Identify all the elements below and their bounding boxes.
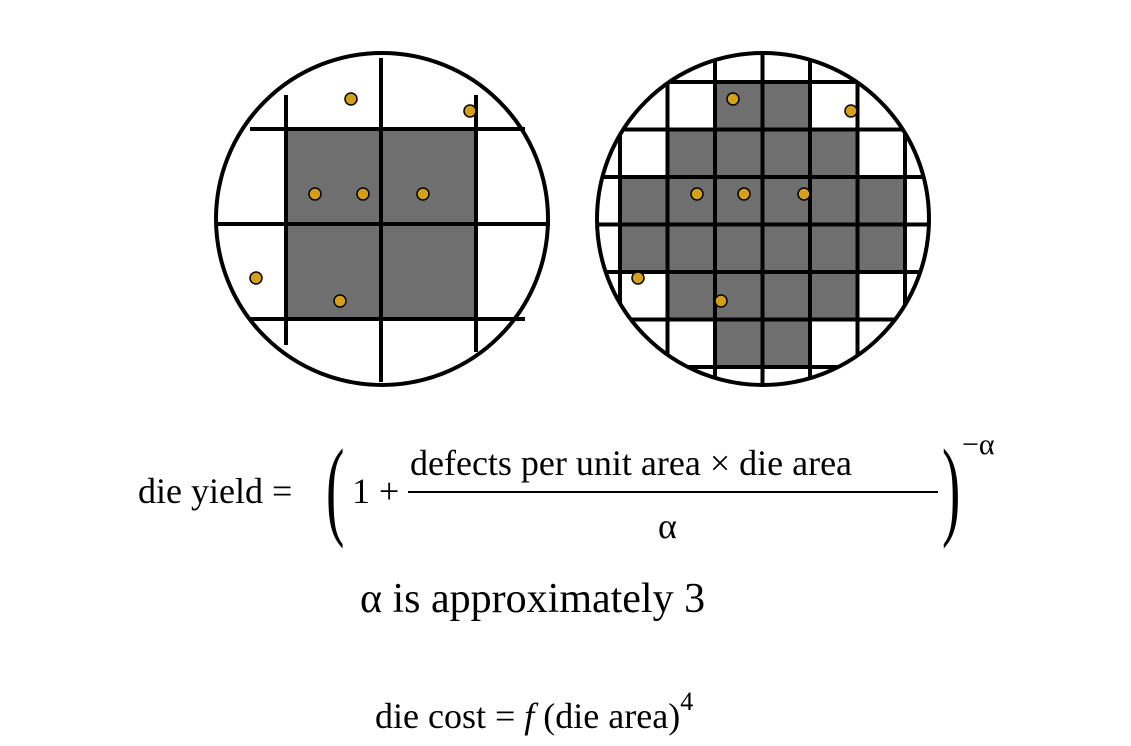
defect-dot xyxy=(844,104,858,118)
good-die xyxy=(857,177,905,225)
good-die xyxy=(286,224,381,319)
good-dies xyxy=(620,82,905,367)
good-die xyxy=(620,224,668,272)
wafer-outline xyxy=(595,51,931,387)
good-die xyxy=(715,129,763,177)
defects xyxy=(249,92,477,308)
good-die xyxy=(762,177,810,225)
yield-exponent: −α xyxy=(962,428,995,461)
fraction-numerator: defects per unit area × die area xyxy=(410,443,853,483)
fraction-bar xyxy=(408,491,938,493)
good-die xyxy=(381,224,476,319)
cost-function: f xyxy=(524,696,535,736)
wafer-diagram xyxy=(214,51,931,387)
good-die xyxy=(810,272,858,320)
good-die xyxy=(667,272,715,320)
defect-dot xyxy=(333,294,347,308)
defect-dot xyxy=(797,187,811,201)
cost-exponent: 4 xyxy=(680,687,694,716)
defect-dot xyxy=(463,104,477,118)
cost-lhs: die cost = xyxy=(375,696,525,736)
wafer-large-dies xyxy=(214,51,550,387)
good-die xyxy=(810,177,858,225)
wafer-outline xyxy=(214,51,550,387)
good-die xyxy=(762,82,810,130)
defect-dot xyxy=(356,187,370,201)
good-die xyxy=(620,177,668,225)
yield-label: die yield = xyxy=(138,471,293,511)
defect-dot xyxy=(631,271,645,285)
defect-dot xyxy=(416,187,430,201)
left-paren: ( xyxy=(326,427,345,549)
good-die xyxy=(762,272,810,320)
one-plus: 1 + xyxy=(352,471,400,511)
good-die xyxy=(715,319,763,367)
good-die xyxy=(762,129,810,177)
good-die xyxy=(381,129,476,224)
good-die xyxy=(762,224,810,272)
cost-equation: die cost = f (die area)4 xyxy=(375,687,693,737)
cost-rhs: (die area) xyxy=(534,696,681,736)
wafer-small-dies xyxy=(595,51,931,387)
good-die xyxy=(667,224,715,272)
good-die xyxy=(857,224,905,272)
defect-dot xyxy=(344,92,358,106)
good-die xyxy=(715,224,763,272)
good-die xyxy=(667,129,715,177)
good-dies xyxy=(286,129,476,319)
good-die xyxy=(715,82,763,130)
defect-dot xyxy=(737,187,751,201)
good-die xyxy=(810,224,858,272)
good-die xyxy=(762,319,810,367)
alpha-note: α is approximately 3 xyxy=(360,576,706,622)
defect-dot xyxy=(690,187,704,201)
defect-dot xyxy=(714,294,728,308)
defect-dot xyxy=(308,187,322,201)
defect-dot xyxy=(249,271,263,285)
right-paren: ) xyxy=(942,427,961,549)
fraction-denominator: α xyxy=(658,506,677,546)
good-die xyxy=(715,177,763,225)
good-die xyxy=(810,129,858,177)
good-die xyxy=(286,129,381,224)
defects xyxy=(631,92,858,308)
good-die xyxy=(667,177,715,225)
defect-dot xyxy=(726,92,740,106)
